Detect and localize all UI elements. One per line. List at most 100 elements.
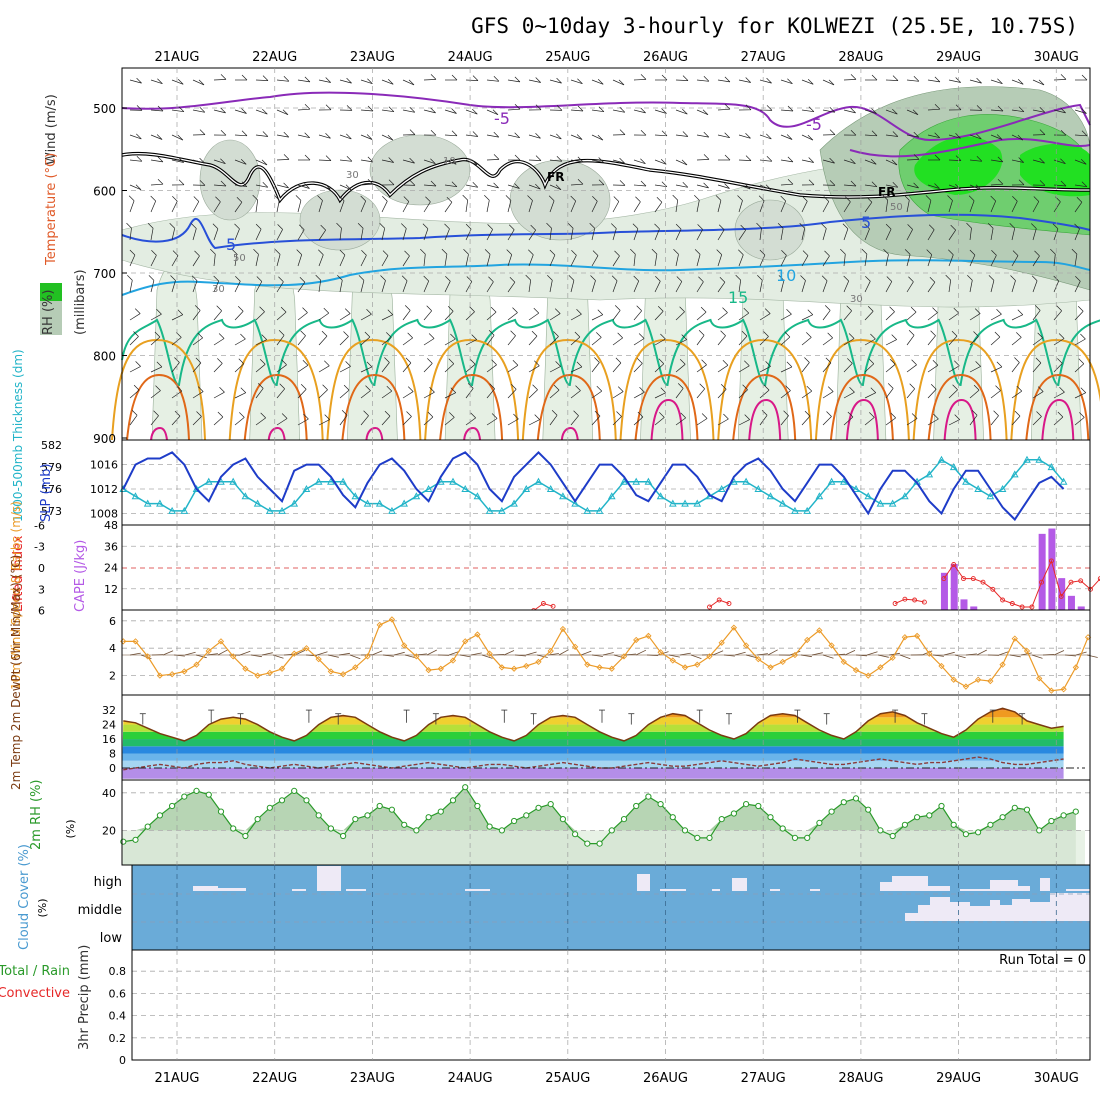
wind-barb-flag — [463, 249, 469, 255]
wind-speed-point — [181, 668, 188, 675]
wind-barb — [339, 200, 345, 213]
thickness-point — [180, 506, 189, 514]
wind-barb — [549, 415, 558, 426]
thickness-point — [375, 499, 384, 507]
wind-barb — [549, 254, 556, 267]
wind-barb — [486, 134, 499, 138]
wind-barb — [864, 392, 876, 399]
wind-barb — [360, 200, 367, 213]
thickness-point — [815, 492, 824, 500]
wind-barb — [822, 337, 833, 346]
wind-barb-flag — [279, 383, 285, 390]
wind-barb-flag — [619, 180, 626, 186]
rh-point — [462, 784, 469, 791]
thickness-point — [363, 499, 372, 507]
rh-point — [205, 791, 212, 798]
wind-barb-flag — [259, 306, 265, 312]
wind-barb-flag — [786, 361, 793, 368]
wind-barb-flag — [681, 334, 687, 340]
wind-barb-flag — [973, 331, 979, 337]
wind-barb — [465, 254, 469, 267]
wind-barb-flag — [156, 134, 163, 140]
wind-barb-flag — [178, 106, 185, 112]
wind-barb — [213, 280, 220, 293]
dewpoint-line — [123, 756, 1064, 771]
wind-barb — [633, 338, 645, 346]
wind-barb — [948, 365, 960, 373]
wind-barb — [213, 254, 216, 267]
thickness-point — [473, 492, 482, 500]
wind-barb-flag — [675, 223, 682, 230]
wind-barb — [549, 134, 562, 140]
wind-barb — [759, 366, 771, 373]
wind-barb-flag — [930, 383, 937, 390]
wind-barb — [801, 362, 810, 373]
wind-barb-flag — [777, 222, 784, 229]
thickness-point — [925, 470, 934, 478]
thickness-point — [974, 484, 982, 492]
wind-barb — [444, 201, 453, 213]
wind-barb-flag — [220, 180, 227, 187]
wind-barb-flag — [891, 159, 898, 166]
wind-barb-flag — [193, 196, 200, 202]
rh-point — [938, 802, 945, 810]
wind-barb-flag — [618, 79, 625, 86]
wind-barb — [990, 200, 997, 213]
wind-barb-flag — [991, 250, 997, 256]
wind-barb — [696, 109, 709, 116]
wind-barb — [360, 183, 374, 186]
wind-barb — [633, 228, 639, 241]
wind-barb — [717, 108, 731, 111]
wind-barb-flag — [766, 105, 773, 111]
thickness-point — [876, 499, 885, 507]
wind-barb — [885, 159, 898, 166]
wind-barb-flag — [274, 249, 281, 255]
wind-barb-flag — [661, 74, 668, 81]
wind-barb — [444, 228, 450, 241]
thickness-point — [485, 506, 494, 514]
wind-barb-flag — [514, 103, 521, 110]
wind-barb-flag — [357, 222, 364, 229]
wind-barb-flag — [592, 195, 598, 202]
wind-barb-flag — [553, 384, 560, 391]
wind-barb — [528, 419, 540, 426]
wind-barb-flag — [360, 195, 366, 202]
wind-tick-label: 4 — [109, 642, 116, 655]
wind-speed-point — [608, 665, 615, 672]
wind-barb — [717, 312, 728, 321]
wind-speed-point — [413, 653, 420, 660]
wind-barb — [591, 390, 603, 399]
wind-barb — [507, 312, 518, 321]
wind-barb-flag — [488, 276, 494, 283]
wind-barb — [696, 418, 708, 426]
isotherm-minus5 — [121, 91, 1091, 142]
rh-point — [132, 836, 139, 843]
lifted-index-point — [726, 601, 732, 606]
wind-barb — [255, 200, 259, 213]
freezing-level-label: FR — [878, 185, 895, 199]
wind-barb-flag — [157, 78, 163, 84]
wind-barb — [213, 391, 225, 399]
wind-barb-flag — [194, 250, 200, 257]
wind-barb — [507, 229, 515, 241]
wind-barb-flag — [933, 413, 939, 420]
wind-barb — [444, 159, 457, 165]
lifted-index-tick-label: 0 — [38, 562, 45, 575]
wind-barb-flag — [934, 76, 941, 83]
wind-barb — [423, 416, 434, 426]
cloud-level-label: middle — [78, 903, 122, 918]
wind-barb-flag — [177, 134, 184, 141]
wind-barb-flag — [826, 411, 832, 417]
wind-barb-flag — [575, 385, 581, 391]
wind-barb-flag — [808, 106, 815, 112]
wind-barb-flag — [824, 305, 831, 311]
wind-barb — [402, 280, 408, 293]
wind-barb — [549, 228, 552, 241]
wind-barb — [885, 281, 893, 293]
wind-barb — [192, 255, 200, 267]
wind-barb-flag — [757, 274, 763, 281]
rh-point — [706, 834, 713, 842]
wind-speed-point — [144, 653, 151, 660]
wind-barb — [444, 281, 451, 293]
wind-barb-flag — [1017, 309, 1024, 315]
